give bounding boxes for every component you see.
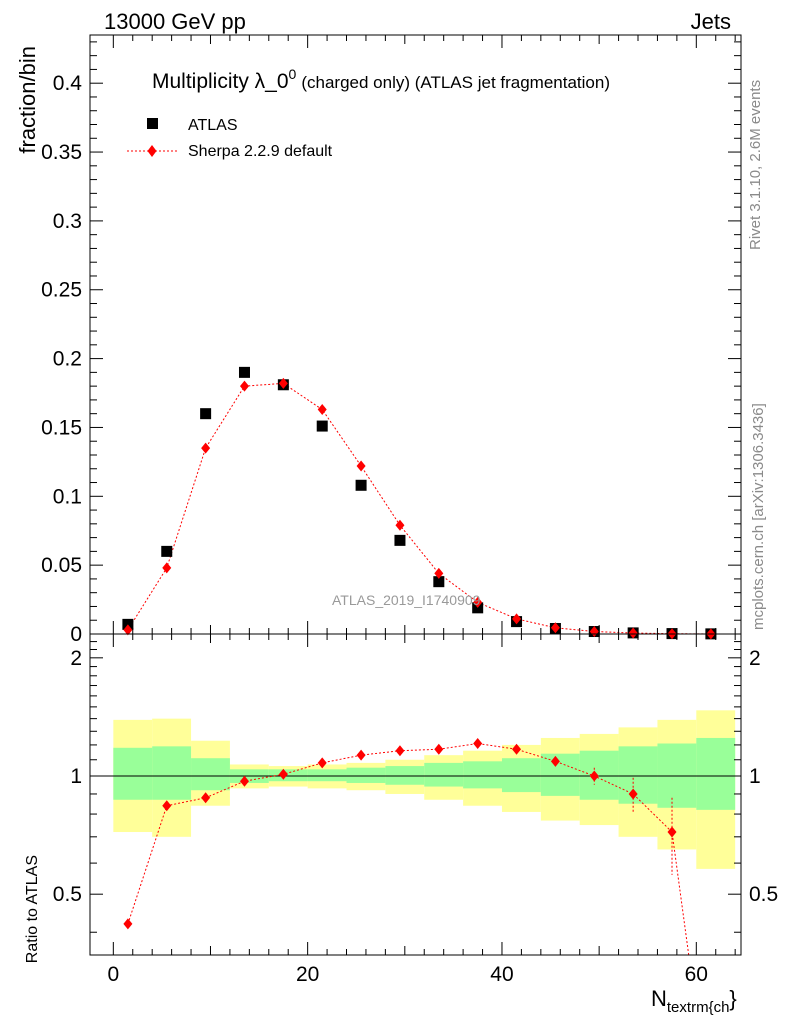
ratio-sherpa-point: [473, 738, 483, 750]
ratio-sherpa-point: [395, 745, 405, 757]
sherpa-point: [278, 377, 288, 389]
sherpa-point: [434, 567, 444, 579]
ratio-band-inner: [307, 769, 347, 782]
ratio-sherpa-point: [123, 918, 133, 930]
ratio-x-tick-label: 40: [490, 963, 513, 986]
atlas-point: [316, 420, 328, 432]
plot-title-main: Multiplicity λ_0: [152, 70, 289, 93]
ratio-sherpa-point: [667, 826, 677, 838]
plot-title: Multiplicity λ_00 (charged only) (ATLAS j…: [152, 66, 610, 93]
plot-title-suffix: (charged only) (ATLAS jet fragmentation): [301, 73, 610, 92]
ratio-sherpa-point: [434, 743, 444, 755]
main-y-tick-label: 0.1: [53, 485, 82, 508]
ratio-band-inner: [113, 747, 153, 800]
axis-ticks: 00.050.10.150.20.250.30.350.40 20 40 600.5 0…: [41, 35, 778, 986]
atlas-point: [355, 479, 367, 491]
ratio-band-inner: [463, 761, 502, 789]
ratio-y-axis-label: Ratio to ATLAS: [24, 855, 41, 963]
ratio-band-inner: [540, 753, 580, 796]
ratio-sherpa-point: [201, 792, 211, 804]
sherpa-point: [239, 380, 249, 392]
ratio-sherpa-line: [127, 743, 690, 955]
sherpa-point: [395, 519, 405, 531]
x-axis-label-main: N: [651, 986, 667, 1011]
ratio-sherpa-point: [356, 749, 366, 761]
legend: ATLAS Sherpa 2.2.9 default: [127, 117, 333, 160]
x-axis-label: Ntextrm{ch}: [651, 986, 737, 1016]
sherpa-point: [356, 460, 366, 472]
y-axis-label: fraction/bin: [15, 46, 40, 154]
sherpa-line: [127, 382, 711, 635]
ratio-y-tick-label-right: 2: [749, 647, 761, 670]
mcplots-label: mcplots.cern.ch [arXiv:1306.3436]: [750, 403, 767, 630]
ratio-band-inner: [152, 746, 192, 800]
ratio-y-tick-label: 2: [70, 647, 82, 670]
sherpa-point: [123, 624, 133, 636]
ratio-y-tick-label: 0.5: [53, 883, 82, 906]
ratio-y-tick-label-right: 0.5: [749, 883, 778, 906]
energy-label: 13000 GeV pp: [104, 9, 246, 34]
ratio-band-inner: [191, 758, 230, 791]
atlas-point: [161, 545, 173, 557]
ratio-sherpa-point: [550, 755, 560, 767]
ratio-bands: [113, 710, 736, 869]
ratio-band-inner: [424, 762, 464, 787]
ratio-series-layer: [123, 738, 690, 955]
ratio-sherpa-point: [162, 800, 172, 812]
ratio-sherpa-point: [512, 743, 522, 755]
atlas-point: [433, 576, 445, 588]
ratio-y-tick-label-right: 1: [749, 765, 761, 788]
category-label: Jets: [691, 9, 731, 34]
ratio-band-inner: [268, 769, 308, 782]
ratio-x-tick-label: 0: [107, 963, 119, 986]
sherpa-point: [550, 622, 560, 634]
ratio-sherpa-point: [239, 775, 249, 787]
ratio-band-inner: [501, 758, 541, 793]
legend-sherpa-marker: [147, 145, 157, 157]
ratio-sherpa-point: [278, 768, 288, 780]
main-y-tick-label: 0.15: [41, 416, 82, 439]
plot-title-sup: 0: [289, 66, 297, 82]
sherpa-point: [317, 404, 327, 416]
main-y-tick-label: 0.3: [53, 210, 82, 233]
legend-atlas-label: ATLAS: [188, 117, 238, 134]
atlas-point: [394, 534, 406, 546]
ratio-sherpa-point: [628, 788, 638, 800]
atlas-point: [122, 618, 134, 630]
x-axis-label-sub: textrm{ch: [667, 999, 730, 1016]
main-y-tick-label: 0: [70, 623, 82, 646]
main-y-tick-label: 0.05: [41, 554, 82, 577]
main-y-tick-label: 0.4: [53, 72, 83, 95]
sherpa-point: [162, 562, 172, 574]
sherpa-point: [201, 442, 211, 454]
main-y-tick-label: 0.35: [41, 141, 82, 164]
main-y-tick-label: 0.25: [41, 279, 82, 302]
legend-atlas-marker: [147, 118, 158, 129]
sherpa-point: [473, 596, 483, 608]
ratio-band-inner: [385, 766, 425, 785]
main-y-tick-label: 0.2: [53, 348, 82, 371]
atlas-point: [238, 366, 250, 378]
atlas-point: [472, 602, 484, 614]
ratio-y-tick-label: 1: [70, 765, 82, 788]
x-axis-label-close: }: [729, 986, 736, 1011]
ratio-band-inner: [696, 737, 736, 810]
sherpa-point: [512, 613, 522, 625]
analysis-watermark: ATLAS_2019_I1740909: [332, 592, 481, 608]
atlas-point: [200, 408, 212, 420]
ratio-band-inner: [618, 746, 658, 804]
ratio-x-tick-label: 20: [296, 963, 319, 986]
plot-frames: [89, 34, 742, 956]
ratio-sherpa-point: [317, 757, 327, 769]
ratio-sherpa-point: [589, 770, 599, 782]
sherpa-point: [628, 627, 638, 639]
ratio-x-tick-label: 60: [685, 963, 708, 986]
ratio-plot-frame: [89, 633, 742, 956]
legend-sherpa-label: Sherpa 2.2.9 default: [188, 143, 333, 160]
ratio-band-inner: [579, 750, 619, 800]
ratio-band-inner: [346, 767, 386, 783]
rivet-version-label: Rivet 3.1.10, 2.6M events: [747, 80, 764, 250]
